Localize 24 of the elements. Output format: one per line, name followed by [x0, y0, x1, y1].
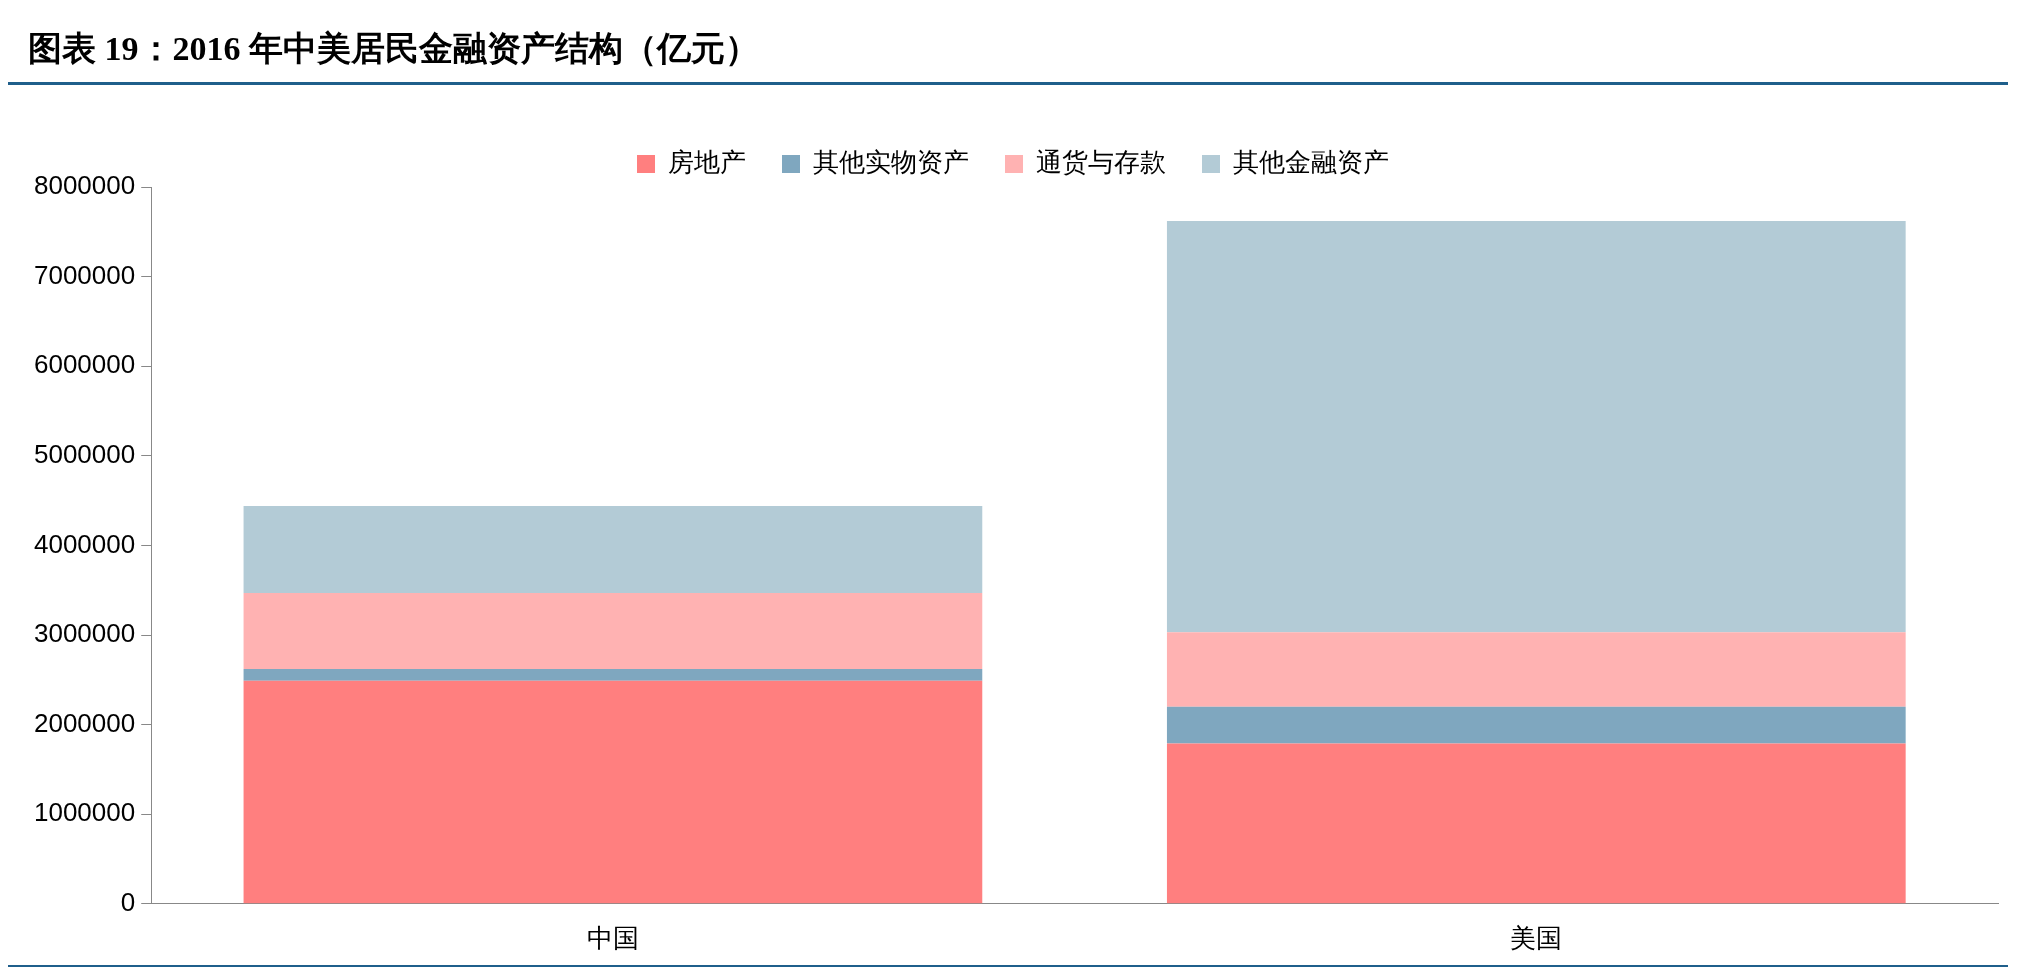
- y-tick-label: 5000000: [33, 438, 136, 469]
- y-tick-label: 1000000: [33, 797, 136, 828]
- y-tick-label: 8000000: [33, 170, 136, 201]
- bar: [1166, 221, 1906, 633]
- legend-label: 通货与存款: [1036, 147, 1166, 178]
- bar: [243, 669, 983, 681]
- y-tick-label: 3000000: [33, 618, 136, 649]
- y-tick-label: 7000000: [33, 259, 136, 290]
- x-tick-label: 美国: [1510, 922, 1563, 953]
- y-tick-label: 2000000: [33, 707, 136, 738]
- x-tick-label: 中国: [586, 922, 639, 953]
- bar: [1166, 743, 1906, 904]
- legend-label: 其他实物资产: [813, 147, 969, 178]
- chart-title: 图表 19：2016 年中美居民金融资产结构（亿元）: [8, 8, 2008, 85]
- legend-label: 房地产: [668, 147, 746, 178]
- bar: [243, 680, 983, 904]
- y-tick-label: 6000000: [33, 349, 136, 380]
- bar: [243, 505, 983, 593]
- y-tick-label: 0: [120, 886, 136, 917]
- bar: [1166, 632, 1906, 707]
- y-tick-label: 4000000: [33, 528, 136, 559]
- bar: [243, 592, 983, 670]
- bar: [1166, 706, 1906, 744]
- legend-label: 其他金融资产: [1233, 147, 1389, 178]
